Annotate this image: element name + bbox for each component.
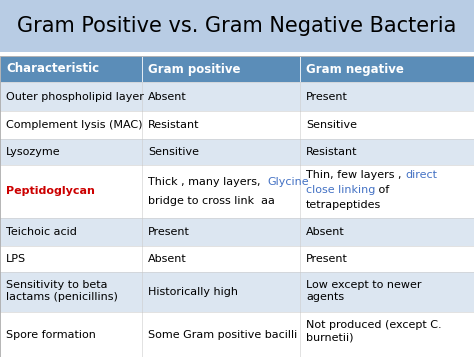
Text: of: of	[375, 185, 390, 195]
Bar	[0, 165, 474, 218]
Text: Absent: Absent	[306, 227, 345, 237]
Bar	[0, 0, 474, 52]
Bar	[0, 139, 474, 165]
Text: LPS: LPS	[6, 254, 26, 264]
Text: Characteristic: Characteristic	[6, 62, 99, 75]
Bar	[0, 56, 474, 357]
Text: Not produced (except C.: Not produced (except C.	[306, 320, 442, 330]
Bar	[0, 111, 474, 139]
Text: Thin, few layers ,: Thin, few layers ,	[306, 170, 405, 180]
Bar	[0, 312, 474, 357]
Text: Present: Present	[148, 227, 190, 237]
Bar	[0, 272, 474, 312]
Text: close linking: close linking	[306, 185, 375, 195]
Text: Complement lysis (MAC): Complement lysis (MAC)	[6, 120, 143, 130]
Bar	[142, 56, 300, 82]
Text: Gram positive: Gram positive	[148, 62, 240, 75]
Text: Peptidoglycan: Peptidoglycan	[6, 186, 95, 196]
Text: Historically high: Historically high	[148, 287, 238, 297]
Text: Sensitive: Sensitive	[148, 147, 199, 157]
Bar	[0, 52, 474, 56]
Text: Teichoic acid: Teichoic acid	[6, 227, 77, 237]
Text: direct: direct	[405, 170, 437, 180]
Text: Absent: Absent	[148, 91, 187, 101]
Text: bridge to cross link  aa: bridge to cross link aa	[148, 196, 275, 206]
Text: Thick , many layers,: Thick , many layers,	[148, 177, 267, 187]
Text: Resistant: Resistant	[306, 147, 357, 157]
Text: Resistant: Resistant	[148, 120, 200, 130]
Text: Sensitive: Sensitive	[306, 120, 357, 130]
Bar	[0, 82, 474, 111]
Text: Lysozyme: Lysozyme	[6, 147, 61, 157]
Text: Absent: Absent	[148, 254, 187, 264]
Bar	[0, 246, 474, 272]
Bar	[0, 56, 142, 82]
Text: Some Gram positive bacilli: Some Gram positive bacilli	[148, 330, 297, 340]
Text: Gram Positive vs. Gram Negative Bacteria: Gram Positive vs. Gram Negative Bacteria	[18, 16, 456, 36]
Text: Spore formation: Spore formation	[6, 330, 96, 340]
Text: Present: Present	[306, 254, 348, 264]
Bar	[0, 218, 474, 246]
Text: Sensitivity to beta: Sensitivity to beta	[6, 280, 108, 290]
Text: Glycine: Glycine	[267, 177, 309, 187]
Text: lactams (penicillins): lactams (penicillins)	[6, 292, 118, 302]
Text: tetrapeptides: tetrapeptides	[306, 200, 381, 210]
Text: Low except to newer: Low except to newer	[306, 280, 421, 290]
Bar	[300, 56, 474, 82]
Text: burnetii): burnetii)	[306, 332, 354, 342]
Text: Present: Present	[306, 91, 348, 101]
Text: agents: agents	[306, 292, 344, 302]
Text: Outer phospholipid layer: Outer phospholipid layer	[6, 91, 144, 101]
Text: Gram negative: Gram negative	[306, 62, 404, 75]
